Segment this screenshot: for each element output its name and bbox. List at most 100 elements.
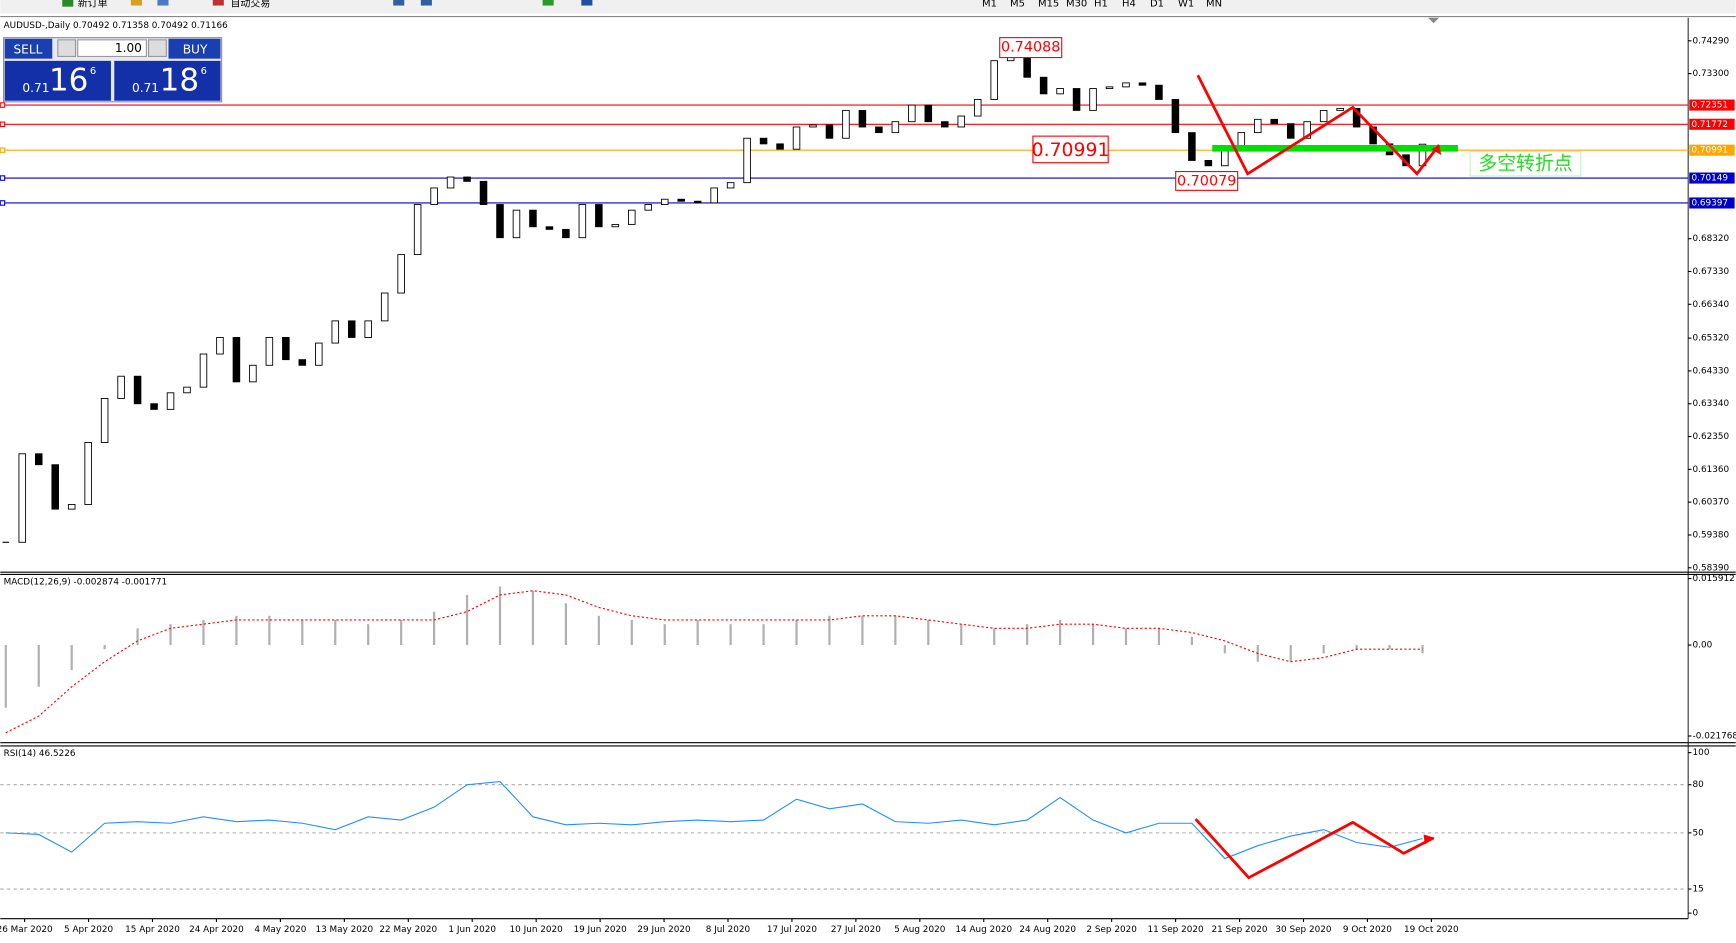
candle-body (595, 204, 603, 228)
buy-button[interactable] (168, 38, 221, 59)
timeframe[interactable]: M30 (1066, 0, 1087, 9)
x-tick-label: 29 Jun 2020 (637, 925, 691, 935)
buy-prefix[interactable]: 0.71 (132, 81, 159, 95)
candle-body (249, 364, 257, 383)
lot-value[interactable]: 1.00 (115, 41, 142, 55)
candle-body (1072, 88, 1081, 111)
candle-body (1171, 99, 1180, 134)
auto-trading[interactable]: 自动交易 (230, 0, 270, 9)
candle-body (298, 359, 307, 366)
zoom-icon[interactable] (393, 0, 405, 6)
x-tick-label: 24 Apr 2020 (189, 925, 244, 935)
buy-frac[interactable]: 6 (201, 66, 207, 77)
rsi-red-arrow (1194, 818, 1435, 880)
candle-body (347, 320, 356, 338)
level-label: 0.72351 (1691, 101, 1728, 111)
lot-up[interactable] (148, 39, 167, 58)
zoom-icon[interactable] (420, 0, 432, 6)
lot-down[interactable] (57, 39, 77, 58)
candle-body (792, 126, 801, 150)
candle-body (1122, 82, 1130, 88)
timeframe[interactable]: W1 (1178, 0, 1194, 9)
sell-prefix[interactable]: 0.71 (22, 81, 49, 95)
candle-body (1270, 118, 1279, 125)
sell-price-box[interactable] (4, 60, 111, 101)
indicator-icon[interactable] (542, 0, 554, 6)
candle-body (578, 204, 587, 239)
level-label: 0.69397 (1691, 198, 1728, 208)
candle-body (199, 353, 208, 388)
icon[interactable] (157, 0, 169, 6)
x-tick-label: 2 Sep 2020 (1086, 925, 1137, 935)
timeframe[interactable]: H1 (1094, 0, 1108, 9)
new-order[interactable]: 新订单 (78, 0, 108, 9)
new-order-icon[interactable] (62, 0, 74, 7)
toolbar: 新订单 自动交易 M1 M5 M15 M30 H1 H4 D1 W1 MN (0, 0, 1736, 14)
candle-body (1188, 132, 1196, 161)
rsi-panel: 100 80 50 15 0 (0, 748, 1710, 919)
candle-body (1319, 109, 1328, 123)
x-tick-label: 15 Apr 2020 (125, 925, 180, 935)
period-icon[interactable] (581, 0, 593, 6)
candle-body (397, 254, 405, 294)
candle-body (1204, 160, 1213, 167)
buy-price-box[interactable] (114, 60, 221, 101)
candle-body (34, 453, 43, 466)
sell-frac[interactable]: 6 (90, 66, 96, 77)
buy-label[interactable]: BUY (183, 42, 208, 56)
candle-body (710, 187, 718, 204)
y-tick-label: 80 (1693, 780, 1705, 790)
x-tick-label: 1 Jun 2020 (448, 925, 496, 935)
timeframe[interactable]: M1 (982, 0, 997, 9)
timeframe[interactable]: M5 (1010, 0, 1025, 9)
annotation-box (1469, 151, 1582, 177)
timeframe[interactable]: MN (1206, 0, 1222, 9)
candle-body (875, 126, 883, 134)
timeframe[interactable]: H4 (1122, 0, 1136, 9)
level-label: 0.71772 (1691, 120, 1728, 130)
lot-input[interactable] (77, 39, 147, 58)
annotation-box (1032, 135, 1109, 164)
candle-body (1254, 118, 1262, 134)
candle-body (100, 397, 109, 443)
candle-body (18, 453, 27, 543)
x-tick-label: 5 Apr 2020 (64, 925, 113, 935)
candle-body (957, 115, 966, 128)
icon[interactable] (130, 0, 142, 6)
candle-body (1138, 82, 1147, 86)
x-tick-label: 24 Aug 2020 (1019, 925, 1076, 935)
timeframe[interactable]: D1 (1150, 0, 1164, 9)
candle-body (1352, 107, 1361, 128)
level-handle (0, 102, 6, 108)
buy-big[interactable]: 18 (160, 62, 199, 98)
candle-body (463, 176, 471, 182)
candle-body (183, 386, 191, 394)
candle-body (1303, 121, 1311, 139)
y-tick-label: 0.61360 (1693, 465, 1730, 475)
sell-big[interactable]: 16 (49, 62, 88, 98)
x-tick-label: 27 Jul 2020 (831, 925, 881, 935)
timeframe[interactable]: M15 (1038, 0, 1059, 9)
trade-panel: SELL 1.00 BUY 0.71 16 6 0.71 18 6 (3, 37, 223, 103)
y-tick-label: 100 (1693, 748, 1710, 758)
x-tick-label: 22 May 2020 (379, 925, 437, 935)
candle-body (1155, 84, 1163, 100)
sell-button[interactable] (4, 38, 53, 59)
candle-body (216, 337, 224, 355)
y-tick-label: 0.00 (1693, 641, 1713, 651)
candle-body (611, 223, 620, 228)
candle-body (858, 109, 867, 128)
candle-body (941, 121, 949, 128)
x-tick-label: 13 May 2020 (315, 925, 373, 935)
candle-body (924, 104, 933, 123)
level-handle (0, 147, 6, 153)
y-tick-label: 0.65320 (1693, 334, 1730, 344)
candle-body (529, 209, 537, 228)
signal-line (5, 590, 1423, 734)
auto-trading-icon[interactable] (212, 0, 224, 6)
sell-label[interactable]: SELL (13, 42, 42, 56)
chart-title: AUDUSD-,Daily 0.70492 0.71358 0.70492 0.… (4, 21, 229, 31)
candle-body (693, 200, 702, 204)
candle-body (117, 375, 125, 399)
candle-body (644, 204, 653, 211)
